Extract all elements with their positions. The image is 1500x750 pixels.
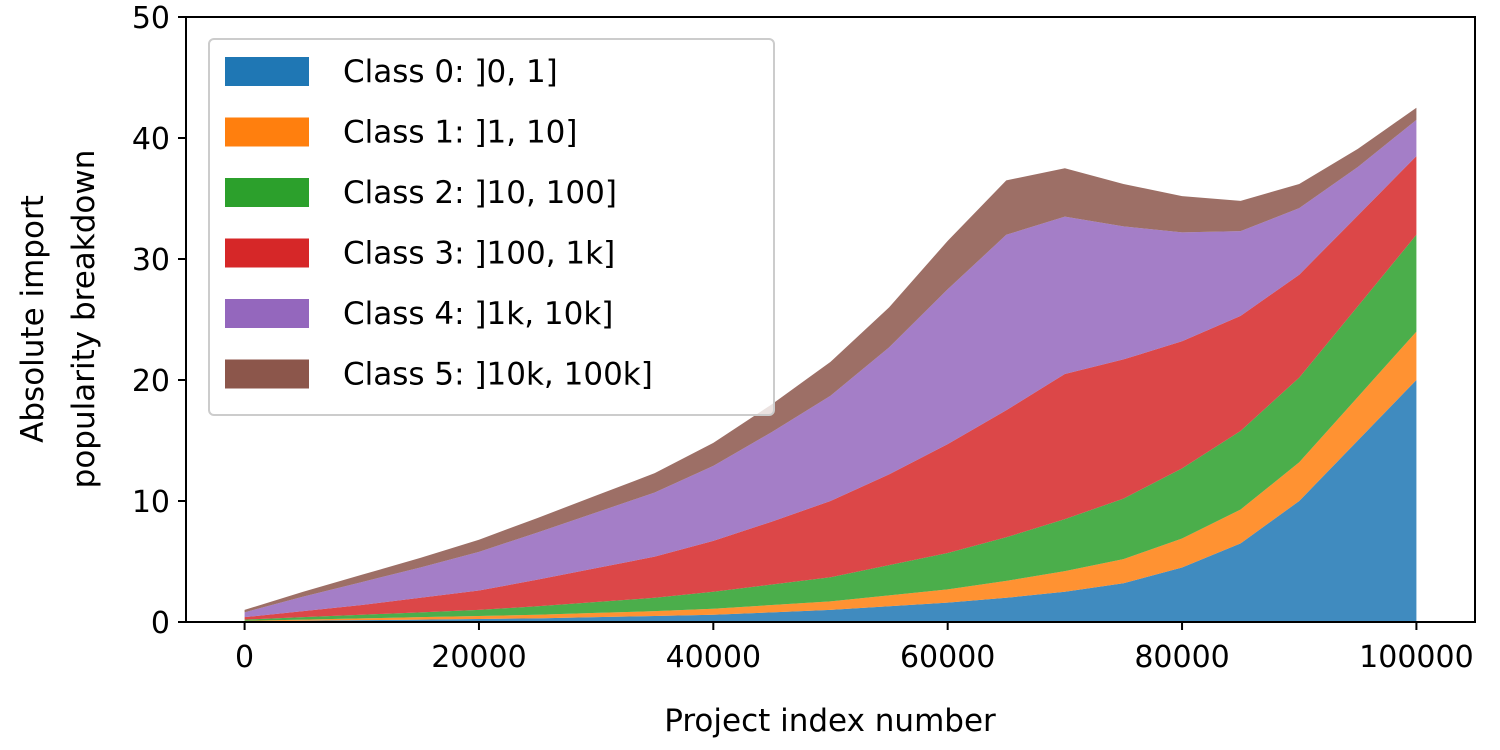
legend-label: Class 2: ]10, 100]: [343, 175, 617, 211]
legend: Class 0: ]0, 1] Class 1: ]1, 10] Class 2: …: [208, 38, 775, 416]
x-tick-label: 80000: [1134, 640, 1229, 675]
series-area-class-2: [244, 234, 1417, 621]
y-axis-label-line2: popularity breakdown: [66, 150, 102, 489]
legend-label: Class 5: ]10k, 100k]: [343, 357, 653, 393]
y-tick-label: 50: [132, 1, 170, 36]
y-tick-label: 30: [132, 243, 170, 278]
series-area-class-0: [244, 380, 1417, 622]
y-tick-label: 10: [132, 485, 170, 520]
x-tick-label: 20000: [431, 640, 526, 675]
series-area-class-3: [244, 156, 1417, 620]
legend-swatch: [225, 299, 309, 328]
y-tick-label: 0: [151, 606, 170, 641]
y-axis-label: Absolute import popularity breakdown: [15, 150, 102, 489]
legend-items: Class 0: ]0, 1] Class 1: ]1, 10] Class 2: …: [225, 54, 653, 393]
y-axis-ticks: 0 10 20 30 40 50: [132, 1, 186, 641]
y-axis-label-line1: Absolute import: [15, 195, 51, 443]
legend-label: Class 0: ]0, 1]: [343, 54, 558, 90]
legend-label: Class 1: ]1, 10]: [343, 115, 578, 151]
x-tick-label: 0: [235, 640, 254, 675]
series-area-class-4: [244, 119, 1417, 618]
plot-frame: [185, 16, 1476, 623]
legend-swatch: [225, 238, 309, 268]
x-tick-label: 40000: [666, 640, 761, 675]
x-tick-label: 100000: [1359, 640, 1474, 675]
legend-label: Class 3: ]100, 1k]: [343, 236, 615, 272]
y-tick-label: 20: [132, 364, 170, 399]
x-axis-ticks: 0 20000 40000 60000 80000 100000: [235, 622, 1474, 675]
legend-frame: [208, 38, 775, 416]
legend-swatch: [225, 359, 309, 389]
legend-swatch: [225, 117, 309, 147]
x-axis-label: Project index number: [664, 703, 996, 739]
x-tick-label: 60000: [900, 640, 995, 675]
legend-swatch: [225, 57, 309, 86]
legend-swatch: [225, 178, 309, 207]
y-tick-label: 40: [132, 122, 170, 157]
series-layer: [244, 107, 1417, 622]
legend-label: Class 4: ]1k, 10k]: [343, 296, 613, 332]
